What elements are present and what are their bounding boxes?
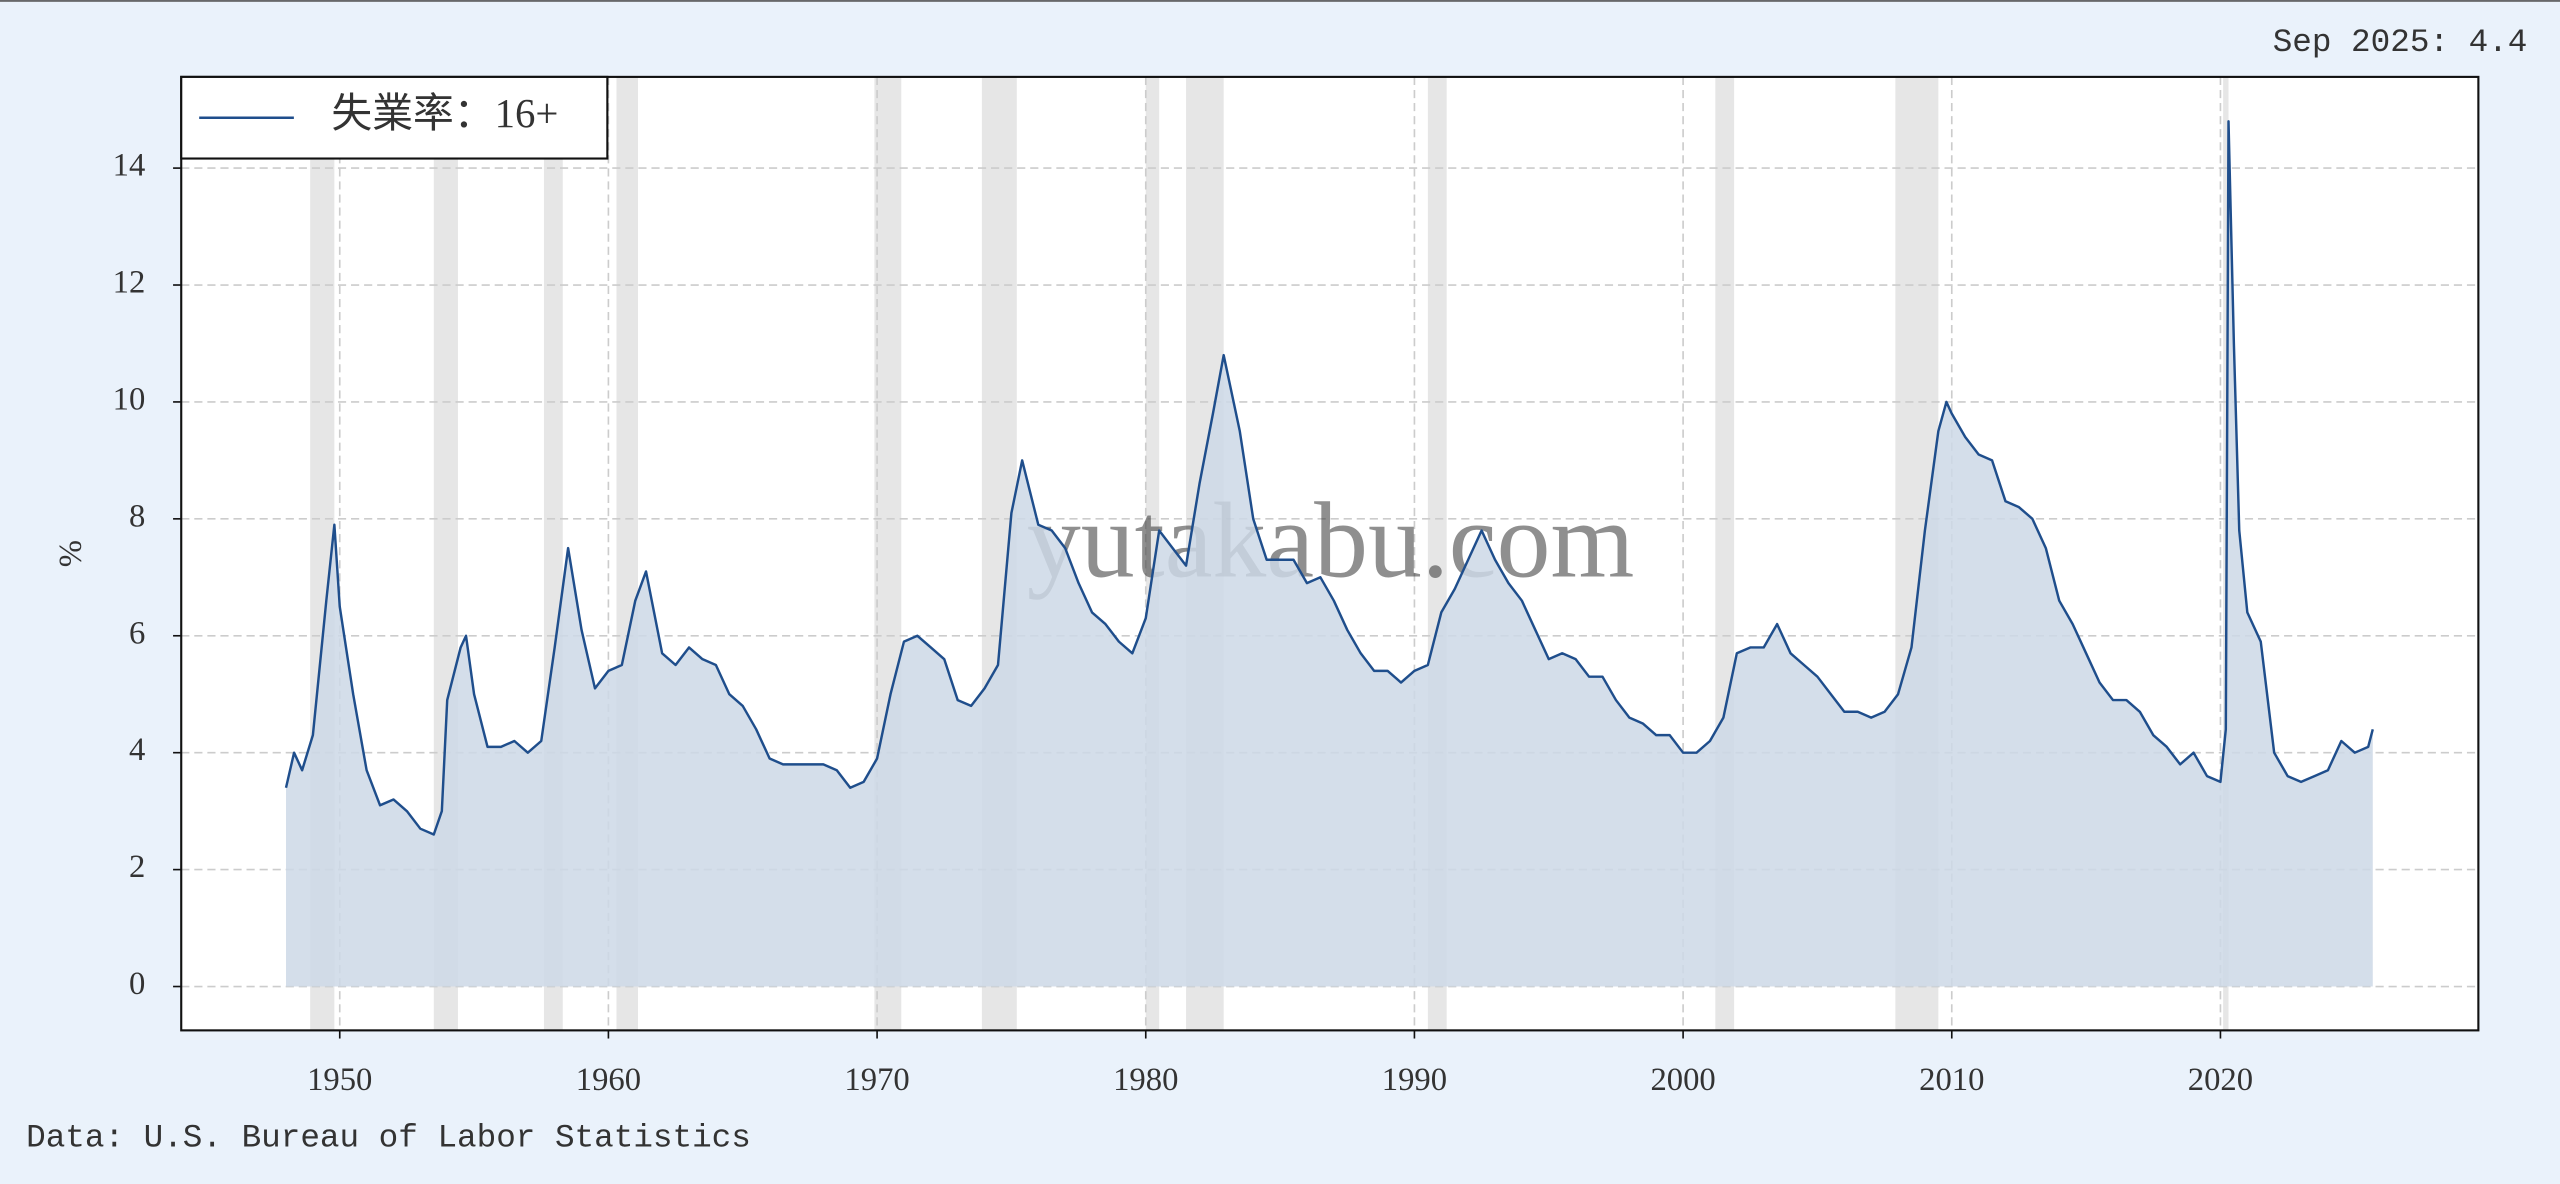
x-tick-label: 1990 [1382,1062,1447,1098]
y-tick-label: 10 [113,381,146,417]
line [284,120,2374,836]
plot-frame [180,75,2480,1032]
x-tick-label: 1960 [576,1062,641,1098]
watermark: yutakabu.com [1027,482,1634,601]
x-tick-label: 2010 [1919,1062,1984,1098]
y-tick-label: 12 [113,265,146,301]
x-tick-label: 2020 [2188,1062,2253,1098]
area [286,121,2373,987]
x-tick-label: 1970 [844,1062,909,1098]
y-tick-label: 6 [129,615,145,651]
y-tick-label: 0 [129,966,145,1002]
x-tick-label: 1950 [307,1062,372,1098]
y-tick-label: 4 [129,732,145,768]
y-tick-label: 8 [129,498,145,534]
y-axis-label: % [53,540,89,567]
y-tick-label: 14 [113,148,146,184]
x-tick-label: 2000 [1650,1062,1715,1098]
legend-label: 失業率：16+ [331,91,558,136]
source: Data: U.S. Bureau of Labor Statistics [26,1120,751,1157]
plot-layer: yutakabu.com [181,76,2479,1031]
y-tick-label: 2 [129,849,145,885]
x-tick-label: 1980 [1113,1062,1178,1098]
annotation: Sep 2025: 4.4 [2273,24,2528,61]
